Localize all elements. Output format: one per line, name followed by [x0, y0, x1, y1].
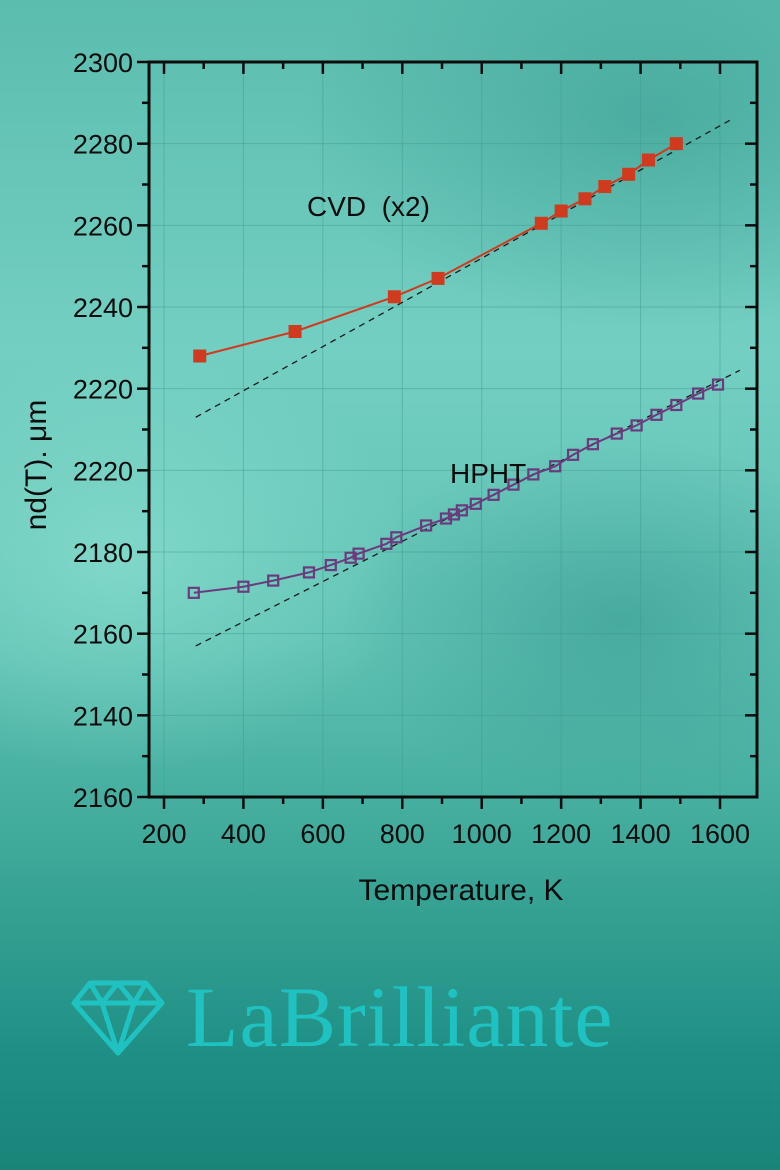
cvd-annotation: CVD (x2)	[307, 191, 430, 222]
cvd-data-point	[288, 325, 302, 338]
hpht-data-point	[324, 558, 337, 572]
hpht-data-point	[469, 497, 482, 510]
cvd-data-point	[431, 271, 445, 285]
hpht-data-point	[507, 478, 520, 491]
x-tick-label: 1600	[690, 819, 750, 849]
hpht-data-point	[527, 468, 540, 481]
cvd-data-point	[387, 290, 401, 304]
cvd-data-point	[554, 204, 568, 218]
x-tick-label: 200	[141, 819, 186, 849]
x-tick-label: 800	[380, 819, 425, 849]
cvd-data-point	[598, 180, 612, 194]
hpht-data-point	[610, 427, 623, 440]
y-tick-label: 2180	[73, 538, 133, 568]
hpht-data-point	[670, 398, 683, 412]
x-tick-label: 1000	[452, 819, 512, 849]
cvd-data-point	[642, 153, 656, 167]
cvd-data-point	[669, 137, 683, 151]
cvd-data-point	[622, 167, 636, 181]
y-tick-label: 2160	[73, 783, 133, 813]
y-tick-label: 2220	[73, 375, 133, 405]
diamond-icon	[71, 980, 165, 1056]
hpht-data-point	[549, 460, 562, 473]
x-axis-tick-labels: 200 400 600 800 1000 1200 1400 1600	[141, 819, 750, 849]
x-tick-label: 400	[221, 819, 266, 849]
x-axis-title: Temperature, K	[358, 874, 563, 907]
hpht-data-point	[711, 378, 725, 391]
y-tick-label: 2140	[73, 701, 133, 731]
plot-frame	[147, 60, 759, 799]
y-tick-label: 2160	[73, 620, 133, 650]
hpht-data-point	[302, 566, 316, 579]
hpht-data-point	[187, 586, 200, 599]
hpht-data-point	[237, 580, 250, 593]
cvd-data-point	[534, 216, 548, 230]
hpht-data-point	[420, 519, 433, 532]
hpht-data-point	[487, 488, 500, 501]
hpht-data-point	[586, 438, 600, 451]
hpht-data-point	[692, 387, 705, 400]
y-axis-title: nd(T). μm	[20, 400, 53, 531]
hpht-data-point	[380, 537, 393, 550]
y-tick-label: 2220	[73, 456, 133, 486]
chart: 2300 2280 2260 2240 2220 2220 2180 2160 2140 2160…	[20, 48, 759, 907]
hpht-data-point	[267, 574, 280, 587]
cvd-data-point	[578, 192, 592, 206]
y-tick-label: 2300	[73, 48, 133, 78]
brand-logo: LaBrilliante	[70, 972, 614, 1062]
hpht-data-point	[630, 419, 643, 432]
fit-lines	[195, 118, 741, 647]
hpht-data-point	[390, 531, 403, 544]
hpht-annotation: HPHT	[450, 458, 526, 489]
hpht-data-point	[566, 448, 580, 461]
y-tick-label: 2260	[73, 211, 133, 241]
x-tick-label: 600	[300, 819, 345, 849]
y-tick-label: 2280	[73, 130, 133, 160]
y-axis-tick-labels: 2300 2280 2260 2240 2220 2220 2180 2160 2140 2160	[73, 48, 133, 813]
axis-ticks	[137, 60, 757, 809]
cvd-data-point	[193, 349, 207, 363]
gridlines	[149, 62, 757, 797]
hpht-data-point	[650, 408, 663, 421]
data-series	[187, 137, 725, 599]
hpht-data-point	[352, 547, 365, 560]
x-tick-label: 1200	[531, 819, 591, 849]
x-tick-label: 1400	[611, 819, 671, 849]
hpht-data-point	[455, 504, 468, 517]
brand-name: LaBrilliante	[186, 969, 614, 1065]
y-tick-label: 2240	[73, 293, 133, 323]
